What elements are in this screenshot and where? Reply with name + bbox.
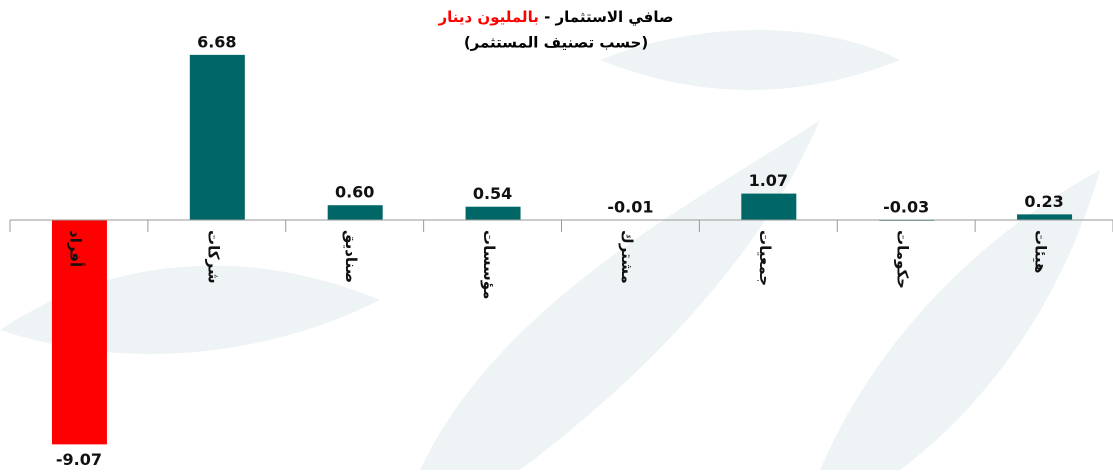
- value-label: 1.07: [749, 171, 788, 190]
- value-label: -0.03: [883, 198, 929, 217]
- bar: [190, 55, 245, 220]
- bar: [466, 207, 521, 220]
- bar: [328, 205, 383, 220]
- x-tick-label: جمعيات: [756, 230, 774, 286]
- x-tick-label: حكومات: [894, 230, 912, 289]
- value-label: 0.60: [335, 183, 374, 202]
- x-tick-label: هيئات: [1032, 230, 1050, 273]
- value-label: 0.23: [1024, 192, 1063, 211]
- x-tick-label: شركات: [204, 230, 222, 284]
- value-label: 6.68: [197, 32, 236, 51]
- watermark: [0, 30, 1100, 470]
- chart-subtitle: (حسب تصنيف المستثمر): [464, 34, 648, 52]
- chart: صافي الاستثمار - بالمليون دينار (حسب تصن…: [0, 0, 1113, 472]
- bar: [741, 194, 796, 220]
- bar: [1017, 214, 1072, 220]
- x-tick-label: مؤسسات: [480, 230, 498, 299]
- chart-title: صافي الاستثمار - بالمليون دينار: [437, 8, 673, 26]
- title-main: صافي الاستثمار -: [544, 8, 673, 26]
- value-label: -9.07: [56, 450, 102, 469]
- x-tick-label: أفراد: [66, 230, 85, 267]
- title-highlight: بالمليون دينار: [437, 8, 538, 26]
- value-label: 0.54: [473, 184, 512, 203]
- x-tick-label: صناديق: [342, 230, 360, 283]
- x-tick-label: مشترك: [618, 230, 636, 284]
- value-label: -0.01: [607, 198, 653, 217]
